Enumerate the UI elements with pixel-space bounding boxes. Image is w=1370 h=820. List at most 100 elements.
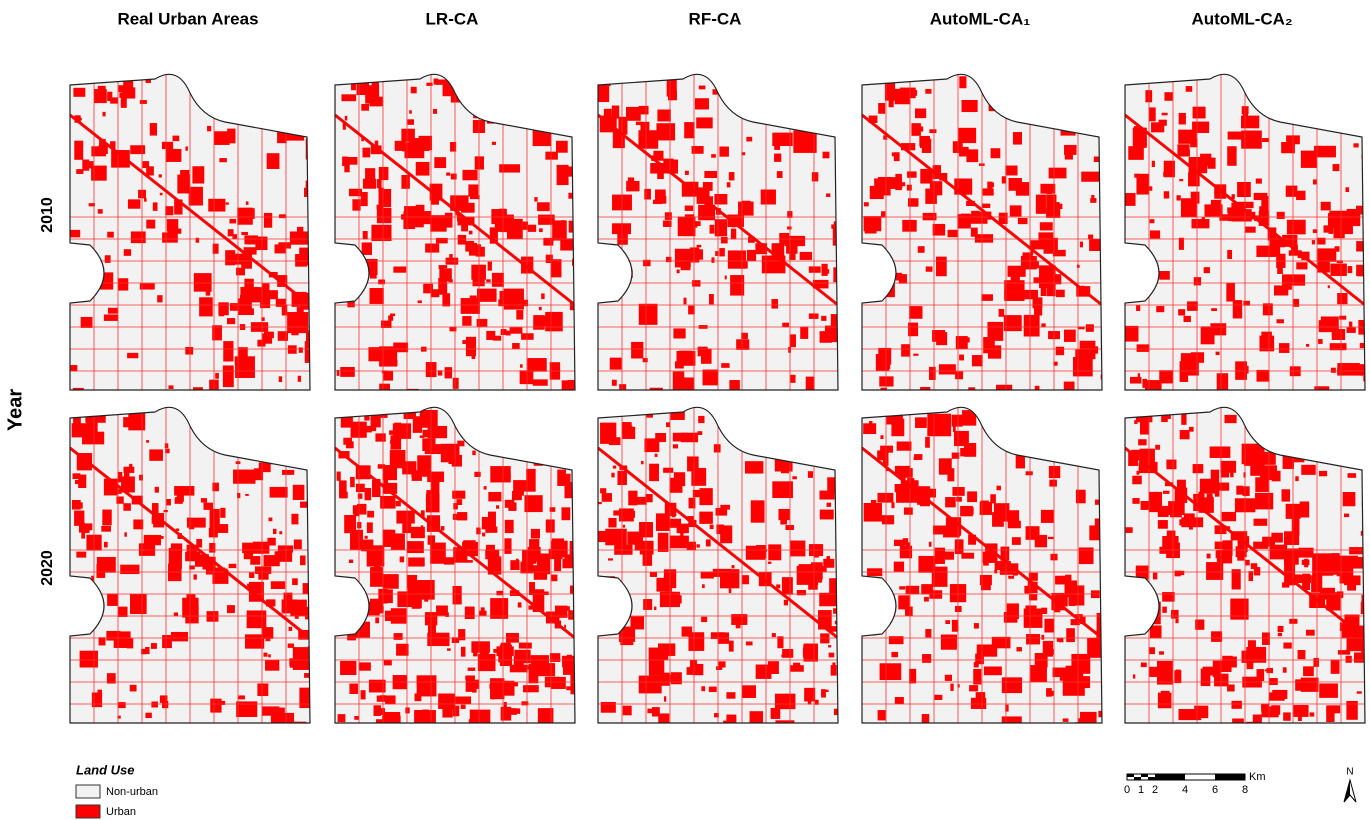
urban-patch [441,526,445,530]
north-label: N [1346,767,1353,778]
legend-swatch [76,805,100,818]
urban-patch [354,716,359,720]
urban-patch [608,558,613,560]
urban-patch [1038,436,1055,448]
urban-patch [670,478,683,493]
urban-patch [1019,427,1025,431]
scale-bar-segment [1215,774,1245,780]
urban-patch [374,565,381,577]
urban-patch [1279,343,1289,353]
urban-patch [1041,510,1054,523]
urban-patch [250,556,260,565]
urban-patch [877,493,893,503]
urban-patch [1152,161,1155,167]
urban-patch [1018,218,1028,224]
urban-patch [1301,678,1319,692]
urban-patch [265,637,270,642]
scale-label: 2 [1152,784,1158,796]
urban-patch [546,519,555,532]
urban-patch [657,110,670,122]
urban-patch [551,677,566,689]
urban-patch [144,198,147,202]
urban-patch [895,484,902,492]
urban-patch [820,510,834,520]
urban-patch [1101,415,1113,423]
urban-patch [1094,157,1102,163]
row-label: 2020 [39,550,56,586]
urban-patch [1141,501,1160,510]
urban-patch [547,79,565,94]
urban-patch [124,471,129,483]
urban-patch [461,203,475,213]
urban-patch [1164,191,1169,198]
urban-patch [466,675,475,691]
urban-patch [772,633,776,637]
urban-patch [289,627,293,631]
urban-patch [1346,650,1351,655]
urban-patch [1245,506,1249,508]
urban-patch [433,109,437,114]
urban-patch [1224,415,1236,423]
urban-patch [922,654,931,663]
urban-patch [883,279,895,297]
urban-patch [895,89,911,104]
urban-patch [877,450,888,460]
urban-patch [438,278,447,295]
urban-patch [341,492,348,499]
urban-patch [1284,414,1297,420]
urban-patch [396,511,414,524]
urban-patch [406,389,418,403]
urban-patch [1101,611,1109,627]
urban-patch [1073,357,1093,376]
urban-patch [800,327,808,339]
urban-patch [1256,417,1273,431]
urban-patch [740,97,745,100]
urban-patch [1159,651,1164,654]
urban-patch [575,538,582,547]
urban-patch [1210,323,1226,335]
urban-patch [1137,344,1150,352]
urban-patch [746,546,765,560]
urban-patch [1048,537,1054,539]
urban-patch [619,384,626,389]
column-title: AutoML-CA₂ [1191,9,1292,28]
urban-patch [863,617,871,623]
map-panel [335,74,589,402]
urban-patch [878,177,892,187]
urban-patch [1279,89,1289,96]
urban-patch [981,294,993,301]
urban-patch [543,591,548,595]
urban-patch [556,141,568,153]
urban-patch [271,581,285,589]
urban-patch [1138,603,1144,608]
urban-patch [513,82,528,98]
urban-patch [907,171,917,177]
urban-patch [201,418,216,429]
urban-patch [219,309,224,316]
urban-patch [377,179,382,188]
urban-patch [1136,76,1141,80]
urban-patch [790,541,805,557]
urban-patch [73,251,83,260]
urban-patch [201,498,207,502]
urban-patch [1064,145,1076,155]
urban-patch [782,577,793,595]
urban-patch [413,416,422,433]
urban-patch [215,373,219,379]
urban-patch [1011,432,1022,444]
urban-patch [510,560,519,570]
urban-patch [533,379,548,385]
urban-patch [1261,452,1276,465]
urban-patch [643,599,652,610]
urban-patch [1195,620,1204,630]
urban-patch [1136,174,1149,195]
urban-patch [73,88,85,97]
urban-patch [825,269,829,273]
urban-patch [165,206,173,215]
urban-patch [346,601,356,609]
urban-patch [1319,683,1338,697]
urban-patch [1303,102,1310,112]
urban-patch [169,229,181,234]
urban-patch [1030,665,1047,682]
urban-patch [1237,182,1251,197]
